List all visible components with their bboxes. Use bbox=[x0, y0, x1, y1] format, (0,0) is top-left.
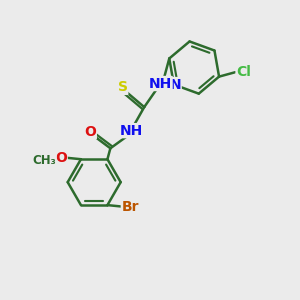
Text: N: N bbox=[169, 78, 181, 92]
Text: Br: Br bbox=[122, 200, 139, 214]
Text: NH: NH bbox=[149, 76, 172, 91]
Text: NH: NH bbox=[119, 124, 142, 138]
Text: CH₃: CH₃ bbox=[32, 154, 56, 167]
Text: O: O bbox=[84, 124, 96, 139]
Text: S: S bbox=[118, 80, 128, 94]
Text: Cl: Cl bbox=[236, 65, 251, 79]
Text: O: O bbox=[55, 151, 67, 165]
